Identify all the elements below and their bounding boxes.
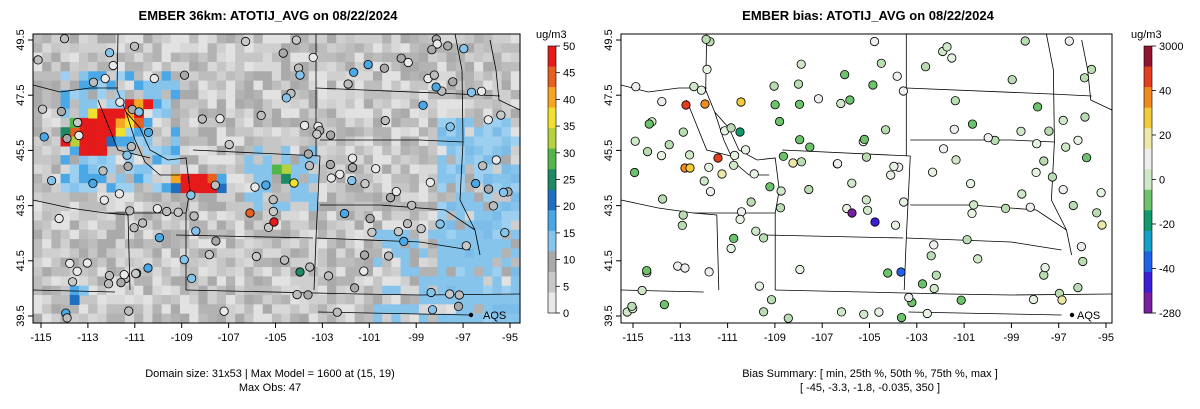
x-tick-label: -115 [30,332,51,344]
x-tick-label: -111 [717,332,737,344]
colorbar-tick-label: -20 [1159,219,1175,231]
x-tick-label: -115 [622,332,643,344]
map-frame [32,33,521,324]
colorbar-tick-label: 15 [563,228,575,240]
x-tick-label: -103 [906,332,928,344]
colorbar-tick-label: -280 [1159,308,1181,320]
aqs-station-marker: AQS [468,310,506,322]
y-axis: 49.5 47.5 45.5 43.5 41.5 39.5 [603,29,621,327]
y-tick-label: 45.5 [603,140,615,161]
y-tick-label: 49.5 [15,29,27,50]
concentration-map: EMBER 36km: ATOTIJ_AVG on 08/22/2024 -11… [15,8,575,394]
x-axis: -115 -113 -111 -109 -107 -105 -103 -101 -99 -97 -9… [622,323,1114,344]
y-tick-label: 41.5 [603,250,615,271]
x-tick-label: -103 [311,332,333,344]
colorbar-tick-label: 40 [1159,86,1171,98]
caption-domain-size: Domain size: 31x53 | Max Model = 1600 at… [145,368,395,380]
colorbar-tick-label: 20 [1159,130,1171,142]
bias-map: EMBER bias: ATOTIJ_AVG on 08/22/2024 -11… [603,8,1183,394]
x-tick-label: -107 [218,332,240,344]
x-axis: -115 -113 -111 -109 -107 -105 -103 -101 -99 -97 -9… [30,323,518,344]
x-tick-label: -95 [502,332,518,344]
x-tick-label: -109 [764,332,786,344]
x-tick-label: -95 [1098,332,1114,344]
observation-markers [33,34,513,323]
map-frame [620,33,1113,324]
x-tick-label: -111 [125,332,145,344]
colorbar-tick-label: 35 [563,121,575,133]
colorbar-tick-label: 5 [563,281,569,293]
bias-colorbar: 3000 40 20 0 -20 -40 -280 [1143,41,1183,320]
y-tick-label: 41.5 [15,250,27,271]
colorbar-tick-label: 10 [563,255,575,267]
colorbar-tick-label: 0 [1159,175,1165,187]
colorbar-tick-label: 0 [563,308,569,320]
x-tick-label: -113 [670,332,691,344]
y-tick-label: 39.5 [603,305,615,326]
x-tick-label: -105 [858,332,880,344]
x-tick-label: -99 [1003,332,1019,344]
x-tick-label: -105 [264,332,286,344]
y-tick-label: 47.5 [603,84,615,105]
bias-markers [622,34,1107,323]
colorbar-tick-label: 40 [563,94,575,106]
colorbar-tick-label: 45 [563,68,575,80]
colorbar-tick-label: 20 [563,201,575,213]
y-tick-label: 45.5 [15,140,27,161]
x-tick-label: -101 [358,332,380,344]
aqs-label: AQS [483,310,506,322]
colorbar-tick-label: 3000 [1159,41,1183,53]
y-tick-label: 47.5 [15,84,27,105]
y-tick-label: 49.5 [603,29,615,50]
caption-bias-values: [ -45, -3.3, -1.8, -0.035, 350 ] [800,382,940,394]
left-map-title: EMBER 36km: ATOTIJ_AVG on 08/22/2024 [139,8,399,23]
colorbar-unit: ug/m3 [536,29,567,41]
x-tick-label: -113 [77,332,98,344]
y-tick-label: 43.5 [603,195,615,216]
aqs-station-marker: AQS [1069,310,1100,322]
colorbar-tick-label: -40 [1159,264,1175,276]
caption-max-obs: Max Obs: 47 [239,382,301,394]
y-tick-label: 39.5 [15,305,27,326]
colorbar-unit: ug/m3 [1131,29,1162,41]
x-tick-label: -97 [455,332,471,344]
colorbar-tick-label: 25 [563,175,575,187]
x-tick-label: -101 [953,332,975,344]
colorbar-tick-label: 30 [563,148,575,160]
x-tick-label: -107 [811,332,833,344]
x-tick-label: -109 [171,332,193,344]
colorbar-tick-label: 50 [563,41,575,53]
right-map-title: EMBER bias: ATOTIJ_AVG on 08/22/2024 [742,8,994,23]
y-axis: 49.5 47.5 45.5 43.5 41.5 39.5 [15,29,33,327]
y-tick-label: 43.5 [15,195,27,216]
x-tick-label: -97 [1051,332,1067,344]
x-tick-label: -99 [408,332,424,344]
aqs-label: AQS [1077,310,1100,322]
caption-bias-summary: Bias Summary: [ min, 25th %, 50th %, 75t… [742,368,998,380]
